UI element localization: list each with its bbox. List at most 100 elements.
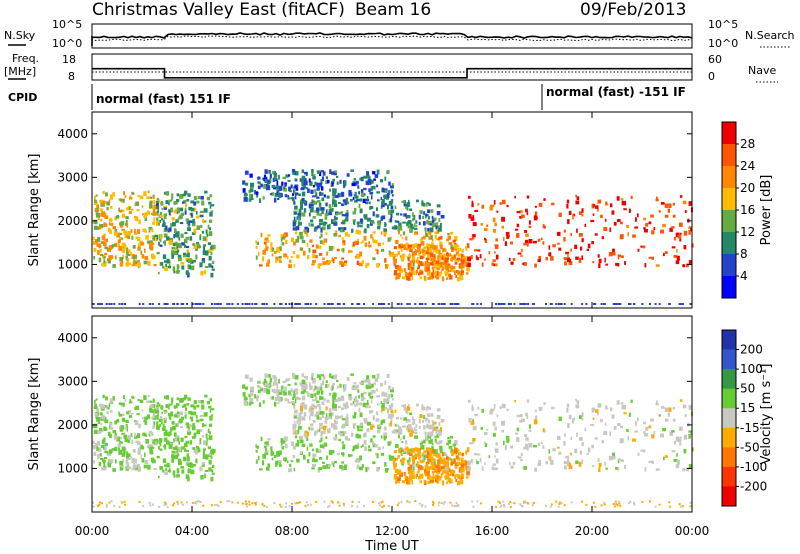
power-cell [425,214,429,217]
velocity-cell [366,399,369,403]
power-cell [398,265,402,271]
power-cell [178,236,180,241]
power-cell [370,220,374,223]
power-cell [123,230,127,235]
velocity-cell [396,429,399,432]
power-cell [472,215,475,218]
power-cell [296,235,300,239]
velocity-cell [412,460,415,465]
power-cell [390,199,394,203]
power-cell [294,194,297,200]
velocity-cell [351,386,356,391]
power-cell [431,238,434,242]
power-cell [177,270,180,273]
velocity-cell [266,466,270,471]
velocity-cell [507,502,510,505]
power-cell [367,178,372,182]
velocity-cell [187,425,191,431]
velocity-cell [435,429,438,434]
power-cell [307,227,310,233]
power-cell [288,197,291,200]
velocity-cell [397,455,400,458]
power-cell [398,244,401,248]
velocity-cell [190,417,193,420]
power-cell [412,212,414,217]
power-cell [207,242,211,246]
power-cell [118,209,123,213]
velocity-cell [310,427,314,431]
velocity-cell [308,382,311,387]
power-cell [414,243,418,248]
velocity-cell [313,431,317,436]
power-cell [332,195,335,200]
velocity-cell [112,430,116,434]
power-cell [668,303,671,305]
velocity-cell [594,437,598,440]
power-cell [445,266,449,271]
velocity-cell [415,463,418,467]
velocity-cell [567,423,570,429]
velocity-cell [425,418,429,421]
velocity-cell [194,413,197,416]
power-cell [168,240,173,245]
power-cell [368,241,371,244]
power-cell [137,260,140,264]
velocity-cell [172,425,176,431]
power-cell [344,180,347,185]
power-cell [339,260,343,265]
velocity-cell [102,417,106,422]
power-cell [457,248,460,253]
power-cell [109,255,114,260]
power-cell [323,238,328,243]
velocity-cell [307,504,310,507]
velocity-cell [620,459,624,462]
velocity-cell [178,461,182,466]
velocity-cell [453,458,456,463]
velocity-cell [291,402,295,406]
velocity-cell [125,462,128,465]
velocity-cell [134,467,138,471]
power-cell [205,229,208,235]
velocity-cell [450,458,453,462]
power-cell [93,219,98,225]
velocity-cell [114,459,117,464]
power-cell [140,250,143,255]
power-cell [355,199,360,202]
power-cell [422,202,426,207]
power-cell [165,191,169,196]
power-cell [267,234,271,237]
velocity-cell [587,447,591,453]
power-cell [644,229,648,233]
power-cell [378,303,380,305]
velocity-cell [414,447,418,452]
velocity-cell [406,406,411,411]
power-cell [236,303,239,305]
velocity-cell [311,372,314,378]
power-cell [395,240,399,244]
velocity-cell [450,469,454,474]
velocity-cell [460,463,465,468]
velocity-cell [118,447,120,450]
velocity-cell [320,431,323,437]
velocity-cell [278,464,282,467]
power-cell [99,249,102,253]
velocity-cell [120,425,125,430]
power-cell [484,258,486,261]
velocity-cell [297,424,300,427]
power-cell [437,303,440,305]
velocity-cell [128,434,131,440]
velocity-cell [396,504,399,507]
power-cell [265,246,269,249]
power-cell [408,303,411,305]
nsky-label: N.Sky [4,29,36,42]
power-cell [400,257,403,260]
velocity-cell [319,417,322,421]
velocity-cell [563,461,568,465]
velocity-cell [123,434,127,439]
power-cell [136,229,141,234]
velocity-cell [244,386,249,390]
velocity-cell [97,430,99,434]
power-cell [173,210,178,214]
power-cell [349,250,353,253]
